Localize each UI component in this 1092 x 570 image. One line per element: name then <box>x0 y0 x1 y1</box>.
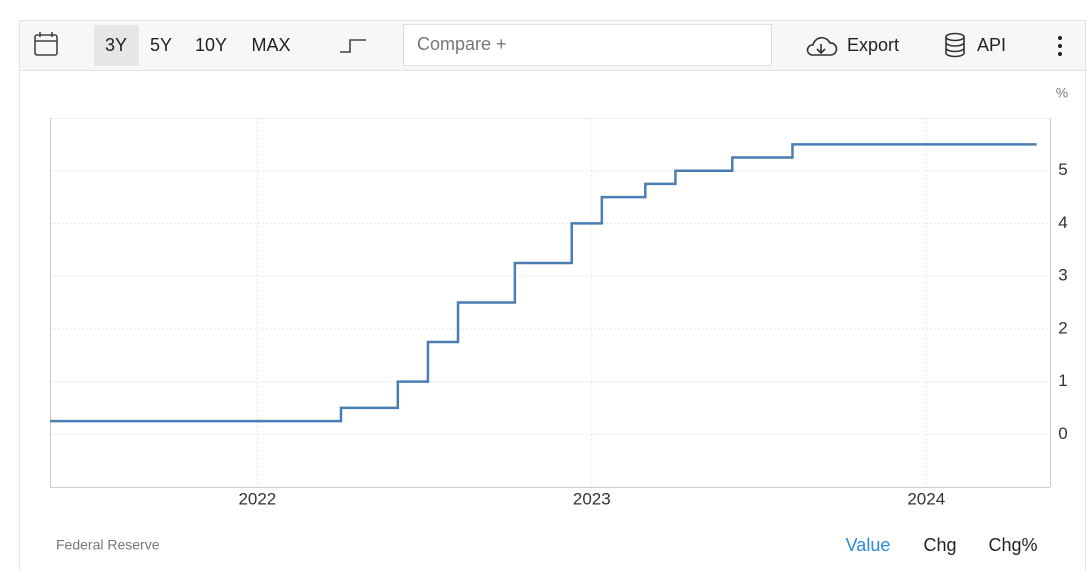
rate-line <box>50 143 1037 423</box>
active-range-bg <box>94 25 139 66</box>
panel <box>19 20 1086 570</box>
unit-label: % <box>1056 85 1068 101</box>
x-tick-label: 2024 <box>907 489 945 508</box>
more-menu[interactable] <box>1058 36 1062 56</box>
cloud-icon[interactable] <box>806 37 838 56</box>
range-button[interactable]: 10Y <box>195 35 227 55</box>
y-tick-label: 0 <box>1058 424 1067 443</box>
y-tick-label: 2 <box>1058 318 1067 337</box>
range-button[interactable]: MAX <box>251 35 290 55</box>
x-tick-label: 2022 <box>238 489 276 508</box>
y-tick-label: 3 <box>1058 266 1067 285</box>
y-tick-label: 4 <box>1058 213 1067 232</box>
compare-input[interactable] <box>403 24 772 66</box>
footer-tab[interactable]: Value <box>846 535 891 555</box>
range-button[interactable]: 3Y <box>105 35 127 55</box>
footer-tab[interactable]: Chg <box>923 535 956 555</box>
step-icon[interactable] <box>340 39 366 53</box>
source: Federal Reserve <box>56 537 160 553</box>
y-tick-label: 1 <box>1058 371 1067 390</box>
x-tick-label: 2023 <box>573 489 611 508</box>
range-button[interactable]: 5Y <box>150 35 172 55</box>
compare-placeholder: Compare + <box>417 34 507 54</box>
footer-tab[interactable]: Chg% <box>988 535 1037 555</box>
api-button[interactable]: API <box>977 35 1006 55</box>
database-icon[interactable] <box>945 32 965 58</box>
calendar-icon[interactable] <box>34 32 58 56</box>
y-tick-label: 5 <box>1058 160 1067 179</box>
export-button[interactable]: Export <box>847 35 899 55</box>
